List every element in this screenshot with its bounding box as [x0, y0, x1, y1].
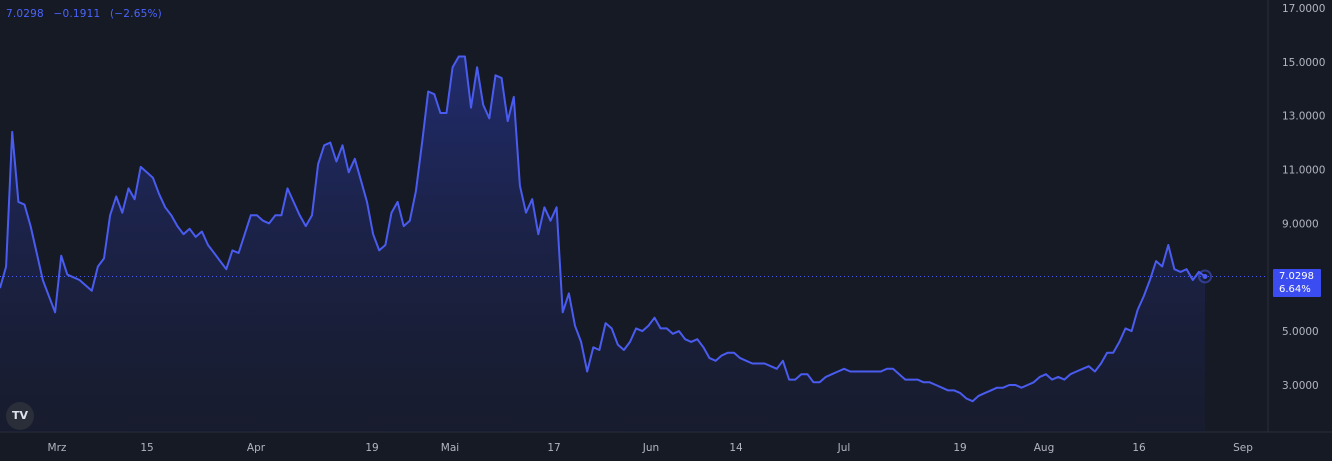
y-axis[interactable]: 17.0000 15.0000 13.0000 11.0000 9.0000 5.0000…	[1282, 3, 1325, 392]
y-tick-label: 3.0000	[1282, 380, 1319, 392]
x-tick-label: Jul	[837, 442, 851, 454]
last-price-label: 7.0298 6.64%	[1273, 269, 1321, 297]
last-point-marker	[1198, 269, 1212, 284]
x-tick-label: Mrz	[48, 442, 67, 454]
x-tick-label: Aug	[1034, 442, 1055, 454]
y-tick-label: 13.0000	[1282, 111, 1325, 123]
last-point	[1202, 273, 1208, 279]
last-price-pct: 6.64%	[1279, 284, 1311, 295]
y-tick-label: 9.0000	[1282, 218, 1319, 230]
series-area	[0, 56, 1205, 432]
x-tick-label: 16	[1132, 442, 1146, 454]
y-tick-label: 5.0000	[1282, 326, 1319, 338]
legend-last: 7.0298	[6, 8, 44, 20]
x-tick-label: 14	[729, 442, 743, 454]
x-tick-label: 19	[365, 442, 378, 454]
series-line[interactable]	[0, 55, 1206, 403]
legend: 7.0298 −0.1911 (−2.65%)	[6, 8, 168, 20]
x-tick-label: 17	[547, 442, 560, 454]
last-price-value: 7.0298	[1279, 271, 1314, 282]
x-tick-label: Mai	[441, 442, 459, 454]
x-tick-label: 15	[140, 442, 153, 454]
legend-change: −0.1911	[53, 8, 101, 20]
x-tick-label: Jun	[642, 442, 659, 454]
x-tick-label: Apr	[247, 442, 266, 454]
y-tick-label: 17.0000	[1282, 3, 1325, 15]
x-tick-label: 19	[953, 442, 966, 454]
y-tick-label: 15.0000	[1282, 57, 1325, 69]
legend-change-pct: (−2.65%)	[110, 8, 162, 20]
tradingview-logo[interactable]: TV	[6, 402, 34, 430]
y-tick-label: 11.0000	[1282, 165, 1325, 177]
x-axis[interactable]: Mrz 15 Apr 19 Mai 17 Jun 14 Jul 19 Aug 16 Sep	[48, 442, 1254, 454]
last-point-halo	[1198, 269, 1212, 284]
x-tick-label: Sep	[1233, 442, 1253, 454]
